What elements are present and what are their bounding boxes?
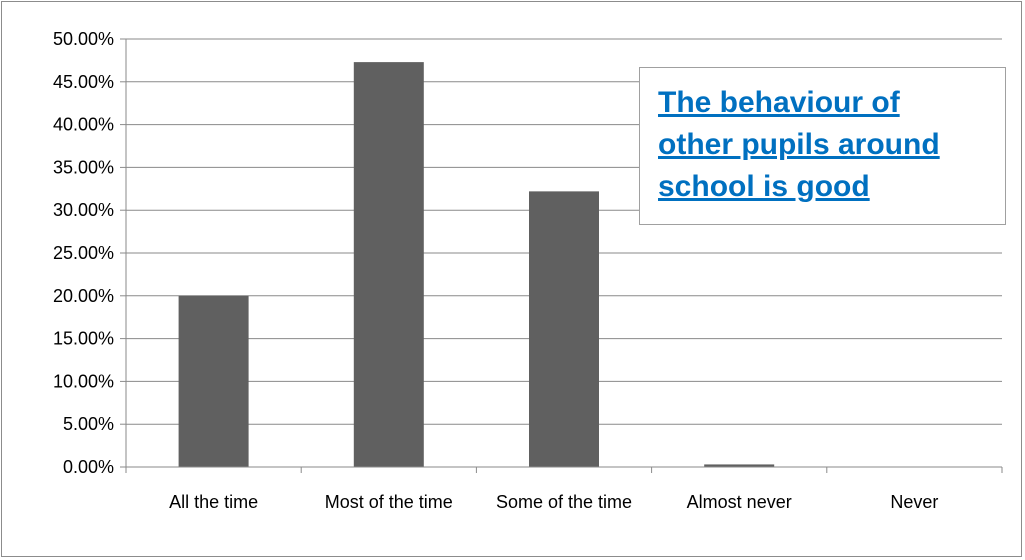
x-tick-label: Never (890, 492, 938, 512)
x-axis-tick-labels: All the time Most of the time Some of the … (169, 492, 938, 512)
bar-3 (704, 464, 775, 467)
chart-title: The behaviour of other pupils around sch… (658, 86, 940, 203)
y-tick-label: 15.00% (53, 329, 114, 349)
y-tick-label: 35.00% (53, 157, 114, 177)
y-tick-label: 20.00% (53, 286, 114, 306)
chart-title-box: The behaviour of other pupils around sch… (639, 67, 1006, 225)
y-tick-label: 5.00% (63, 414, 114, 434)
bar-2 (529, 191, 599, 468)
y-tick-label: 45.00% (53, 72, 114, 92)
y-tick-label: 30.00% (53, 200, 114, 220)
x-tick-label: All the time (169, 492, 258, 512)
bar-1 (353, 62, 424, 467)
y-tick-label: 0.00% (63, 457, 114, 477)
x-tick-label: Most of the time (325, 492, 453, 512)
bar-0 (178, 295, 249, 467)
bars (178, 62, 775, 468)
x-tick-label: Some of the time (496, 492, 632, 512)
axes (125, 39, 1003, 473)
y-axis-tick-labels: 0.00% 5.00% 10.00% 15.00% 20.00% 25.00% 30.00%… (53, 29, 114, 477)
y-tick-label: 40.00% (53, 115, 114, 135)
y-tick-label: 25.00% (53, 243, 114, 263)
x-tick-label: Almost never (687, 492, 792, 512)
y-tick-label: 50.00% (53, 29, 114, 49)
y-tick-label: 10.00% (53, 371, 114, 391)
